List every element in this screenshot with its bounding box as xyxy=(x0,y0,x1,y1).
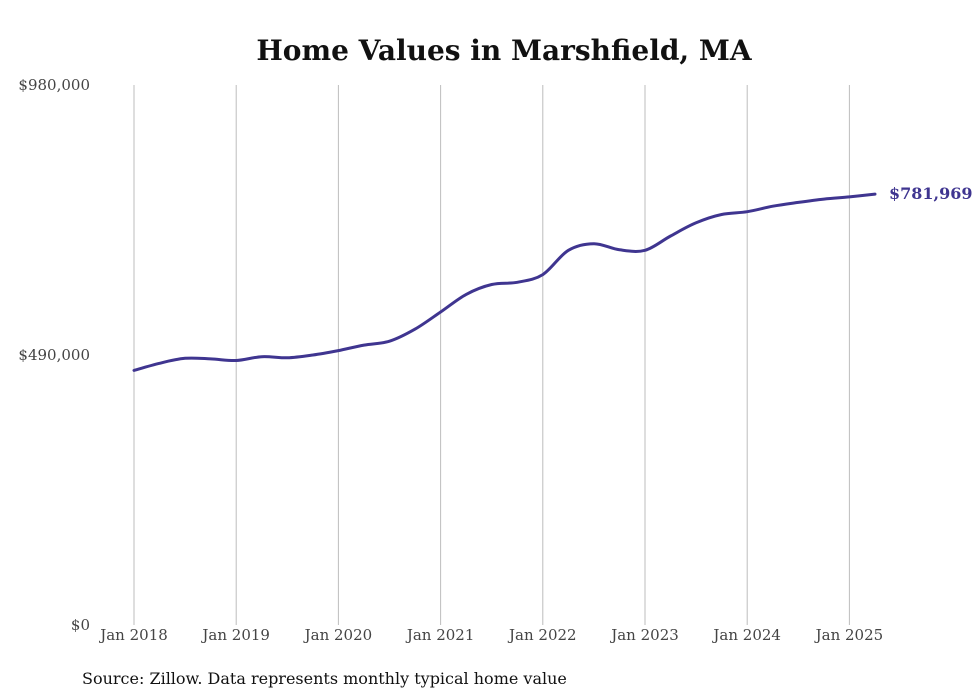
end-value-label: $781,969 xyxy=(889,184,973,203)
y-tick-label: $0 xyxy=(71,616,90,634)
series-layer xyxy=(132,192,877,372)
y-tick-label: $490,000 xyxy=(18,346,90,364)
x-tick-label: Jan 2019 xyxy=(200,626,270,644)
x-tick-label: Jan 2022 xyxy=(507,626,577,644)
x-tick-label: Jan 2024 xyxy=(711,626,781,644)
x-tick-label: Jan 2025 xyxy=(814,626,884,644)
x-tick-label: Jan 2023 xyxy=(609,626,679,644)
chart-title: Home Values in Marshfield, MA xyxy=(256,34,753,67)
x-tick-label: Jan 2018 xyxy=(98,626,168,644)
y-axis: $0 $490,000 $980,000 xyxy=(18,76,90,634)
home-value-line xyxy=(132,192,877,372)
grid-layer xyxy=(133,85,850,625)
x-axis: Jan 2018 Jan 2019 Jan 2020 Jan 2021 Jan 2022… xyxy=(98,626,883,644)
x-tick-label: Jan 2021 xyxy=(405,626,475,644)
y-tick-label: $980,000 xyxy=(18,76,90,94)
x-tick-label: Jan 2020 xyxy=(303,626,373,644)
source-note: Source: Zillow. Data represents monthly … xyxy=(82,669,567,688)
